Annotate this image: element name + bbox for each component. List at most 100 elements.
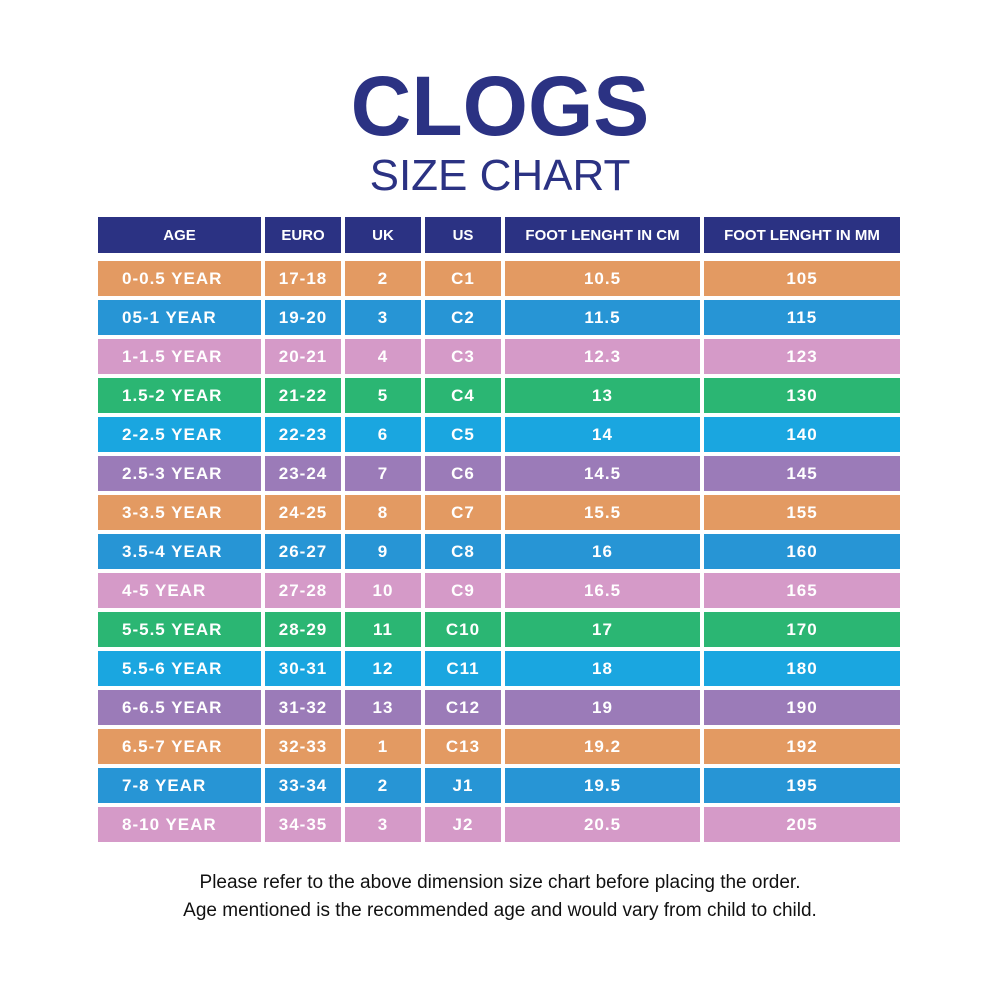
column-header: FOOT LENGHT IN MM [704, 217, 900, 253]
table-cell: J1 [425, 768, 501, 803]
table-cell: 19 [505, 690, 700, 725]
table-cell: C7 [425, 495, 501, 530]
column-header: US [425, 217, 501, 253]
table-cell: 8 [345, 495, 421, 530]
table-cell: 5-5.5 YEAR [98, 612, 261, 647]
table-cell: 21-22 [265, 378, 341, 413]
table-cell: 30-31 [265, 651, 341, 686]
table-cell: 190 [704, 690, 900, 725]
table-cell: 6.5-7 YEAR [98, 729, 261, 764]
table-cell: 2.5-3 YEAR [98, 456, 261, 491]
table-cell: 18 [505, 651, 700, 686]
table-cell: C10 [425, 612, 501, 647]
table-cell: 4 [345, 339, 421, 374]
table-cell: 3 [345, 807, 421, 842]
table-cell: 2 [345, 261, 421, 296]
table-cell: 23-24 [265, 456, 341, 491]
table-cell: C9 [425, 573, 501, 608]
table-cell: 5.5-6 YEAR [98, 651, 261, 686]
table-cell: C11 [425, 651, 501, 686]
table-cell: C4 [425, 378, 501, 413]
table-cell: C5 [425, 417, 501, 452]
table-cell: 160 [704, 534, 900, 569]
table-cell: 26-27 [265, 534, 341, 569]
table-cell: 180 [704, 651, 900, 686]
table-cell: 130 [704, 378, 900, 413]
table-cell: 105 [704, 261, 900, 296]
table-cell: 34-35 [265, 807, 341, 842]
table-cell: 2 [345, 768, 421, 803]
table-cell: 14 [505, 417, 700, 452]
table-cell: C12 [425, 690, 501, 725]
table-cell: 15.5 [505, 495, 700, 530]
table-cell: 5 [345, 378, 421, 413]
table-cell: 192 [704, 729, 900, 764]
table-cell: 13 [505, 378, 700, 413]
table-cell: 22-23 [265, 417, 341, 452]
table-cell: 14.5 [505, 456, 700, 491]
table-cell: 1-1.5 YEAR [98, 339, 261, 374]
table-cell: 165 [704, 573, 900, 608]
title: CLOGS [350, 59, 650, 153]
table-cell: 11.5 [505, 300, 700, 335]
subtitle: SIZE CHART [369, 151, 631, 200]
table-cell: 9 [345, 534, 421, 569]
table-cell: 31-32 [265, 690, 341, 725]
table-cell: 1 [345, 729, 421, 764]
table-cell: 16 [505, 534, 700, 569]
table-cell: 28-29 [265, 612, 341, 647]
table-cell: J2 [425, 807, 501, 842]
table-cell: 17 [505, 612, 700, 647]
table-cell: 8-10 YEAR [98, 807, 261, 842]
table-cell: 12 [345, 651, 421, 686]
table-cell: 20-21 [265, 339, 341, 374]
table-cell: 3 [345, 300, 421, 335]
table-cell: 0-0.5 YEAR [98, 261, 261, 296]
table-cell: 05-1 YEAR [98, 300, 261, 335]
footer-note: Please refer to the above dimension size… [199, 872, 801, 893]
table-cell: 19.2 [505, 729, 700, 764]
table-cell: 13 [345, 690, 421, 725]
table-cell: 10.5 [505, 261, 700, 296]
table-cell: 205 [704, 807, 900, 842]
table-cell: 11 [345, 612, 421, 647]
table-cell: 19-20 [265, 300, 341, 335]
table-cell: 3.5-4 YEAR [98, 534, 261, 569]
table-cell: 195 [704, 768, 900, 803]
table-cell: 155 [704, 495, 900, 530]
table-cell: 115 [704, 300, 900, 335]
table-cell: 17-18 [265, 261, 341, 296]
table-cell: 6 [345, 417, 421, 452]
column-header: FOOT LENGHT IN CM [505, 217, 700, 253]
table-cell: 1.5-2 YEAR [98, 378, 261, 413]
column-header: EURO [265, 217, 341, 253]
table-cell: 19.5 [505, 768, 700, 803]
table-cell: 6-6.5 YEAR [98, 690, 261, 725]
table-cell: C8 [425, 534, 501, 569]
table-cell: 3-3.5 YEAR [98, 495, 261, 530]
table-cell: 33-34 [265, 768, 341, 803]
table-cell: 140 [704, 417, 900, 452]
table-cell: 32-33 [265, 729, 341, 764]
column-header: AGE [98, 217, 261, 253]
table-cell: 7 [345, 456, 421, 491]
table-cell: C3 [425, 339, 501, 374]
table-cell: 20.5 [505, 807, 700, 842]
table-cell: 4-5 YEAR [98, 573, 261, 608]
table-cell: 170 [704, 612, 900, 647]
table-cell: 12.3 [505, 339, 700, 374]
table-cell: 27-28 [265, 573, 341, 608]
table-cell: 145 [704, 456, 900, 491]
table-cell: 7-8 YEAR [98, 768, 261, 803]
table-cell: C6 [425, 456, 501, 491]
table-cell: 2-2.5 YEAR [98, 417, 261, 452]
table-cell: 24-25 [265, 495, 341, 530]
footer-note: Age mentioned is the recommended age and… [183, 900, 817, 921]
table-cell: C1 [425, 261, 501, 296]
table-cell: C2 [425, 300, 501, 335]
column-header: UK [345, 217, 421, 253]
table-cell: 16.5 [505, 573, 700, 608]
table-cell: C13 [425, 729, 501, 764]
table-cell: 123 [704, 339, 900, 374]
